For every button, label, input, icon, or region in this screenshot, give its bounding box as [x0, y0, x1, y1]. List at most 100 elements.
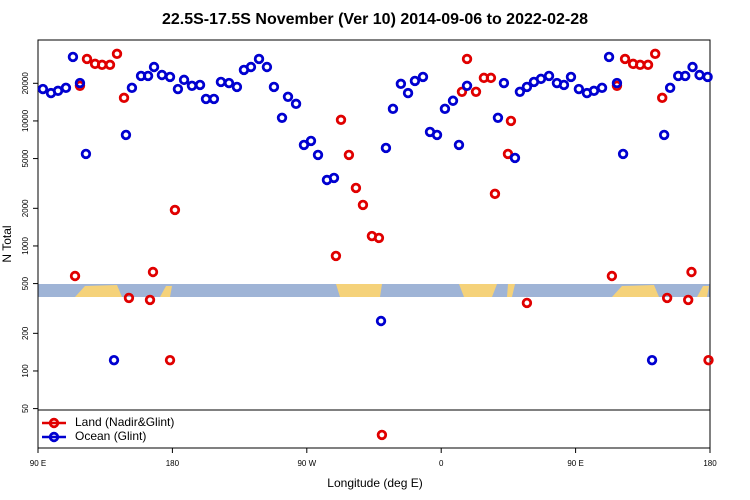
point — [67, 51, 79, 63]
point — [261, 61, 273, 73]
point — [253, 53, 265, 65]
point — [402, 87, 414, 99]
point — [617, 148, 629, 160]
point — [634, 59, 646, 71]
point — [606, 270, 618, 282]
x-tick-label: 180 — [166, 459, 180, 468]
point — [573, 83, 585, 95]
point — [521, 297, 533, 309]
point — [80, 148, 92, 160]
legend-marker — [48, 417, 60, 429]
point — [69, 270, 81, 282]
point — [431, 129, 443, 141]
point — [373, 232, 385, 244]
point — [514, 86, 526, 98]
point — [186, 80, 198, 91]
point — [142, 70, 154, 82]
point — [330, 250, 342, 262]
point — [375, 315, 387, 327]
point — [104, 59, 116, 71]
legend-label: Land (Nadir&Glint) — [75, 415, 174, 429]
point — [657, 92, 668, 104]
point — [164, 71, 176, 83]
point — [498, 77, 510, 89]
point — [312, 149, 324, 161]
point — [409, 75, 421, 87]
point — [646, 354, 658, 366]
point — [147, 266, 159, 278]
y-tick-label: 10000 — [21, 109, 30, 132]
point — [81, 53, 93, 65]
point — [485, 72, 497, 84]
point — [694, 69, 705, 81]
plot-frame — [37, 39, 711, 449]
point — [461, 80, 473, 91]
point — [387, 103, 399, 115]
point — [305, 135, 317, 147]
point — [658, 129, 670, 141]
point — [144, 294, 156, 306]
point — [126, 82, 138, 94]
legend-label: Ocean (Glint) — [75, 429, 146, 443]
point — [169, 204, 181, 216]
y-axis-label: N Total — [0, 225, 14, 262]
point — [395, 78, 407, 90]
point — [447, 95, 459, 106]
point — [215, 76, 227, 88]
point — [276, 112, 288, 123]
point — [118, 92, 130, 104]
point — [380, 142, 392, 154]
point — [172, 83, 184, 95]
y-tick-label: 1000 — [21, 237, 30, 255]
point — [456, 86, 468, 98]
point — [343, 149, 355, 161]
y-tick-label: 2000 — [21, 199, 30, 217]
y-tick-label: 20000 — [21, 72, 30, 95]
point — [535, 73, 547, 85]
point — [290, 98, 302, 110]
point — [642, 59, 654, 71]
point — [417, 71, 429, 83]
x-tick-label: 90 W — [297, 459, 316, 468]
x-tick-label: 0 — [439, 459, 444, 468]
y-tick-label: 200 — [21, 326, 30, 340]
chart-title: 22.5S-17.5S November (Ver 10) 2014-09-06… — [162, 11, 588, 28]
x-tick-label: 180 — [703, 459, 717, 468]
point — [686, 266, 697, 278]
y-tick-label: 50 — [21, 404, 30, 413]
point — [60, 82, 72, 94]
y-tick-label: 500 — [21, 276, 30, 290]
point — [439, 103, 451, 115]
point — [335, 114, 347, 126]
point — [521, 81, 533, 93]
x-axis-label: Longitude (deg E) — [327, 476, 422, 490]
point — [156, 69, 168, 81]
point — [505, 115, 517, 127]
point — [603, 51, 615, 63]
x-tick-label: 90 E — [30, 459, 46, 468]
point — [611, 77, 623, 89]
point — [178, 74, 190, 86]
point — [52, 85, 64, 97]
point — [148, 61, 160, 73]
point — [687, 61, 698, 73]
point — [558, 79, 570, 91]
y-tick-label: 100 — [21, 364, 30, 378]
point — [120, 129, 132, 141]
point — [682, 294, 694, 306]
point — [282, 91, 294, 102]
point — [509, 152, 521, 164]
legend-marker — [48, 431, 60, 443]
point — [108, 354, 120, 366]
point — [96, 59, 108, 71]
point — [357, 199, 369, 211]
y-tick-label: 5000 — [21, 149, 30, 167]
point — [194, 79, 206, 91]
x-tick-label: 90 E — [567, 459, 583, 468]
point — [703, 354, 714, 366]
point — [619, 53, 631, 65]
map-strip — [38, 284, 710, 297]
point — [649, 48, 661, 60]
point — [268, 81, 280, 93]
point — [223, 77, 235, 89]
